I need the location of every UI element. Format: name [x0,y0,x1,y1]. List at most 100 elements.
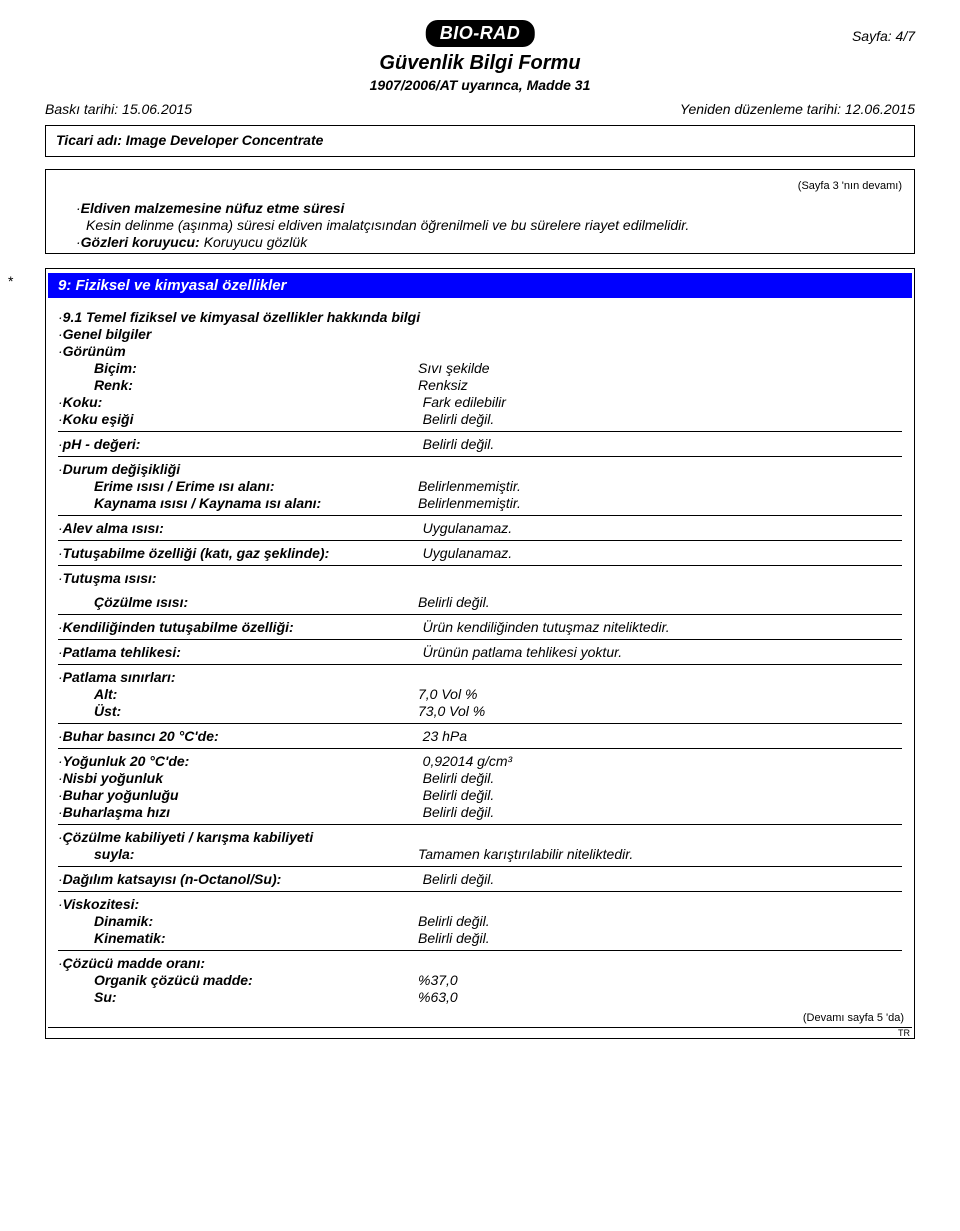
color-label: Renk: [58,377,418,393]
dates-row: Baskı tarihi: 15.06.2015 Yeniden düzenle… [45,101,915,117]
vapor-density-label: Buhar yoğunluğu [63,787,423,803]
viscosity-label: Viskozitesi: [63,896,140,912]
divider [58,824,902,825]
divider [58,723,902,724]
divider [58,515,902,516]
protection-section: (Sayfa 3 'nın devamı) Eldiven malzemesin… [45,169,915,254]
dynamic-viscosity-row: Dinamik: Belirli değil. [58,913,902,929]
explosion-hazard-value: Ürünün patlama tehlikesi yoktur. [423,644,622,660]
glove-permeation-text: Kesin delinme (aşınma) süresi eldiven im… [58,217,902,233]
vapor-pressure-label: Buhar basıncı 20 °C'de: [63,728,423,744]
glove-permeation-label-text: Eldiven malzemesine nüfuz etme süresi [81,200,345,216]
form-value: Sıvı şekilde [418,360,490,376]
divider [58,866,902,867]
odor-threshold-row: Koku eşiği Belirli değil. [58,411,902,427]
eye-protection-row: Gözleri koruyucu: Koruyucu gözlük [58,234,902,250]
print-date: Baskı tarihi: 15.06.2015 [45,101,192,117]
water-solubility-label: suyla: [58,846,418,862]
kinematic-viscosity-row: Kinematik: Belirli değil. [58,930,902,946]
explosion-limits-label: Patlama sınırları: [63,669,176,685]
general-info-label: Genel bilgiler [63,326,152,342]
ph-value: Belirli değil. [423,436,495,452]
decomp-label: Çözülme ısısı: [58,594,418,610]
kinematic-viscosity-label: Kinematik: [58,930,418,946]
melting-row: Erime ısısı / Erime ısı alanı: Belirlenm… [58,478,902,494]
dynamic-viscosity-value: Belirli değil. [418,913,490,929]
product-name: Ticari adı: Image Developer Concentrate [56,132,323,148]
form-row: Biçim: Sıvı şekilde [58,360,902,376]
lower-limit-label: Alt: [58,686,418,702]
flammability-label: Tutuşabilme özelliği (katı, gaz şeklinde… [63,545,423,561]
explosion-limits-row: Patlama sınırları: [58,669,902,685]
divider [58,639,902,640]
odor-label: Koku: [63,394,423,410]
explosion-hazard-label: Patlama tehlikesi: [63,644,423,660]
vapor-pressure-value: 23 hPa [423,728,467,744]
decomp-value: Belirli değil. [418,594,490,610]
document-subtitle: 1907/2006/AT uyarınca, Madde 31 [45,77,915,93]
melting-value: Belirlenmemiştir. [418,478,521,494]
boiling-value: Belirlenmemiştir. [418,495,521,511]
evap-rate-row: Buharlaşma hızı Belirli değil. [58,804,902,820]
flash-value: Uygulanamaz. [423,520,513,536]
state-change-label: Durum değişikliği [63,461,180,477]
brand-logo: BIO-RAD [426,20,535,47]
change-asterisk: * [8,273,13,289]
eye-protection-value: Koruyucu gözlük [204,234,308,250]
divider [58,565,902,566]
ph-row: pH - değeri: Belirli değil. [58,436,902,452]
water-content-label: Su: [58,989,418,1005]
spacer [58,587,902,593]
water-solubility-row: suyla: Tamamen karıştırılabilir nitelikt… [58,846,902,862]
vapor-pressure-row: Buhar basıncı 20 °C'de: 23 hPa [58,728,902,744]
auto-ignition-label: Kendiliğinden tutuşabilme özelliği: [63,619,423,635]
revision-date: Yeniden düzenleme tarihi: 12.06.2015 [680,101,915,117]
solubility-label: Çözülme kabiliyeti / karışma kabiliyeti [63,829,314,845]
water-content-value: %63,0 [418,989,458,1005]
sub-heading: 9.1 Temel fiziksel ve kimyasal özellikle… [63,309,420,325]
lower-limit-value: 7,0 Vol % [418,686,477,702]
divider [58,456,902,457]
general-info-row: Genel bilgiler [58,326,902,342]
solubility-row: Çözülme kabiliyeti / karışma kabiliyeti [58,829,902,845]
solvent-content-label: Çözücü madde oranı: [63,955,205,971]
partition-label: Dağılım katsayısı (n-Octanol/Su): [63,871,423,887]
rel-density-value: Belirli değil. [423,770,495,786]
ignition-temp-row: Tutuşma ısısı: [58,570,902,586]
density-row: Yoğunluk 20 °C'de: 0,92014 g/cm³ [58,753,902,769]
flash-label: Alev alma ısısı: [63,520,423,536]
dynamic-viscosity-label: Dinamik: [58,913,418,929]
organic-solvent-value: %37,0 [418,972,458,988]
sub-heading-row: 9.1 Temel fiziksel ve kimyasal özellikle… [58,309,902,325]
odor-row: Koku: Fark edilebilir [58,394,902,410]
color-value: Renksiz [418,377,468,393]
divider [58,748,902,749]
section-9-box: * 9: Fiziksel ve kimyasal özellikler 9.1… [45,268,915,1039]
boiling-row: Kaynama ısısı / Kaynama ısı alanı: Belir… [58,495,902,511]
viscosity-row: Viskozitesi: [58,896,902,912]
auto-ignition-row: Kendiliğinden tutuşabilme özelliği: Ürün… [58,619,902,635]
eye-protection-label: Gözleri koruyucu: [81,234,200,250]
continuation-from: (Sayfa 3 'nın devamı) [58,180,902,192]
vapor-density-value: Belirli değil. [423,787,495,803]
upper-limit-row: Üst: 73,0 Vol % [58,703,902,719]
continuation-to: (Devamı sayfa 5 'da) [48,1010,912,1028]
density-value: 0,92014 g/cm³ [423,753,513,769]
section-9-heading: 9: Fiziksel ve kimyasal özellikler [48,273,912,298]
divider [58,614,902,615]
organic-solvent-row: Organik çözücü madde: %37,0 [58,972,902,988]
flammability-value: Uygulanamaz. [423,545,513,561]
glove-permeation-value: Kesin delinme (aşınma) süresi eldiven im… [76,217,689,233]
flammability-row: Tutuşabilme özelliği (katı, gaz şeklinde… [58,545,902,561]
glove-permeation-label: Eldiven malzemesine nüfuz etme süresi [58,200,902,216]
odor-value: Fark edilebilir [423,394,506,410]
water-solubility-value: Tamamen karıştırılabilir niteliktedir. [418,846,633,862]
flash-row: Alev alma ısısı: Uygulanamaz. [58,520,902,536]
odor-threshold-value: Belirli değil. [423,411,495,427]
state-change-row: Durum değişikliği [58,461,902,477]
melting-label: Erime ısısı / Erime ısı alanı: [58,478,418,494]
kinematic-viscosity-value: Belirli değil. [418,930,490,946]
boiling-label: Kaynama ısısı / Kaynama ısı alanı: [58,495,418,511]
solvent-content-row: Çözücü madde oranı: [58,955,902,971]
decomp-row: Çözülme ısısı: Belirli değil. [58,594,902,610]
